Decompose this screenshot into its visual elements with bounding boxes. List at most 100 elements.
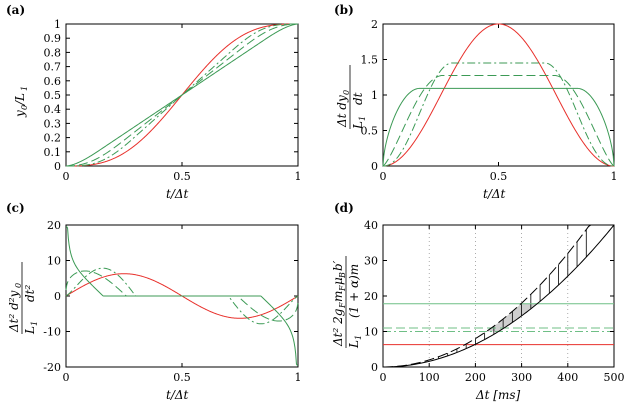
series-line-0 bbox=[382, 23, 615, 167]
x-tick-label: 400 bbox=[557, 371, 578, 384]
x-tick-label: 0.5 bbox=[173, 371, 191, 384]
lower-curve bbox=[382, 224, 615, 368]
svg-text:(1 + α)m: (1 + α)m bbox=[347, 264, 361, 318]
y-tick-label: 0 bbox=[54, 160, 61, 173]
panel-a-ylabel: y0/L 1 bbox=[13, 86, 29, 118]
x-tick-label: 0.5 bbox=[490, 170, 508, 183]
panel-c-xlabel: t/Δt bbox=[166, 388, 189, 402]
svg-text:1: 1 bbox=[20, 86, 29, 91]
svg-text:0: 0 bbox=[14, 283, 23, 288]
panel-a-letter: (a) bbox=[6, 3, 25, 17]
shaded-band bbox=[486, 303, 537, 332]
panel-c-ylabel: Δt² d²y 0 L1 dt² bbox=[7, 262, 39, 335]
panel-d-ticks: 0 100 200 300 400 500 0 10 20 30 40 bbox=[364, 219, 624, 384]
svg-text:/L: /L bbox=[13, 93, 27, 106]
series-line-3 bbox=[66, 23, 298, 167]
x-tick-label: 1 bbox=[611, 170, 618, 183]
series-line-2 bbox=[382, 74, 615, 167]
x-tick-label: 0 bbox=[380, 371, 387, 384]
panel-d-frame bbox=[382, 224, 615, 368]
panel-b-ticks: 0 0.5 1 0 0.5 1 1.5 2 bbox=[361, 18, 618, 183]
y-tick-label: 0.6 bbox=[44, 75, 62, 88]
x-tick-label: 0 bbox=[63, 371, 70, 384]
x-tick-label: 0 bbox=[63, 170, 70, 183]
svg-text:Δt² d²y: Δt² d²y bbox=[7, 290, 21, 333]
y-tick-label: -10 bbox=[43, 326, 61, 339]
y-tick-label: 20 bbox=[47, 219, 61, 232]
upper-curve bbox=[382, 224, 592, 368]
panel-d-hatch bbox=[438, 229, 587, 359]
svg-text:L: L bbox=[351, 121, 365, 130]
svg-text:1: 1 bbox=[30, 321, 39, 326]
panel-b-xlabel: t/Δt bbox=[483, 187, 506, 201]
series-line-1 bbox=[382, 87, 615, 167]
x-tick-label: 1 bbox=[295, 170, 302, 183]
svg-text:Δt² 2g: Δt² 2g bbox=[331, 308, 345, 347]
svg-text:m: m bbox=[331, 291, 345, 302]
series-line-2 bbox=[65, 270, 299, 322]
y-tick-label: 0.8 bbox=[44, 46, 62, 59]
x-tick-label: 0 bbox=[380, 170, 387, 183]
y-tick-label: 0.9 bbox=[44, 32, 62, 45]
svg-text:0: 0 bbox=[20, 105, 29, 110]
svg-text:dt²: dt² bbox=[23, 284, 37, 302]
y-tick-label: 0 bbox=[371, 361, 378, 374]
panel-c-ticks: 0 0.5 1 -20 -10 0 10 20 bbox=[43, 219, 301, 384]
y-tick-label: 0.4 bbox=[44, 103, 62, 116]
svg-text:1: 1 bbox=[354, 335, 363, 340]
y-tick-label: 0.5 bbox=[44, 89, 62, 102]
x-tick-label: 0.5 bbox=[173, 170, 191, 183]
series-line-3 bbox=[65, 267, 299, 325]
panel-a-xlabel: t/Δt bbox=[166, 187, 189, 201]
panel-b-frame bbox=[382, 23, 615, 167]
svg-text:F: F bbox=[338, 285, 347, 292]
y-tick-label: 1 bbox=[54, 18, 61, 31]
y-tick-label: 0 bbox=[371, 160, 378, 173]
panel-d-series bbox=[382, 224, 615, 368]
panel-c-letter: (c) bbox=[6, 201, 25, 215]
x-tick-label: 1 bbox=[295, 371, 302, 384]
series-line-3 bbox=[382, 62, 615, 167]
x-tick-label: 500 bbox=[604, 371, 624, 384]
y-tick-label: 0.7 bbox=[44, 61, 62, 74]
panel-d-xlabel: Δt [ms] bbox=[475, 388, 521, 402]
panel-b-ylabel: Δt dy0 L1 dt bbox=[335, 65, 367, 130]
panel-a: (a) 0 0.5 100.10.20.30.40.50.60.70.80.91 t… bbox=[6, 3, 302, 201]
panel-c-series bbox=[65, 226, 299, 366]
y-tick-label: 10 bbox=[47, 255, 61, 268]
svg-text:Δt dy: Δt dy bbox=[335, 95, 349, 128]
svg-text:F: F bbox=[338, 302, 347, 309]
panel-d-shaded-region bbox=[486, 303, 537, 332]
y-tick-label: 1 bbox=[371, 89, 378, 102]
y-tick-label: 2 bbox=[371, 18, 378, 31]
svg-text:t/Δt: t/Δt bbox=[166, 388, 189, 402]
panel-a-ticks: 0 0.5 100.10.20.30.40.50.60.70.80.91 bbox=[44, 18, 302, 183]
svg-text:y: y bbox=[13, 110, 27, 118]
svg-text:t/Δt: t/Δt bbox=[483, 187, 506, 201]
svg-text:L: L bbox=[347, 340, 361, 349]
y-tick-label: 0 bbox=[54, 290, 61, 303]
y-tick-label: 0.1 bbox=[44, 146, 62, 159]
panel-a-series bbox=[65, 23, 299, 167]
x-tick-label: 300 bbox=[511, 371, 532, 384]
panel-b-letter: (b) bbox=[334, 3, 354, 17]
y-tick-label: -20 bbox=[43, 361, 61, 374]
svg-text:1: 1 bbox=[358, 116, 367, 121]
y-tick-label: 0.2 bbox=[44, 132, 62, 145]
y-tick-label: 40 bbox=[364, 219, 378, 232]
panel-d-letter: (d) bbox=[334, 201, 354, 215]
svg-text:Δt [ms]: Δt [ms] bbox=[475, 388, 521, 402]
y-tick-label: 30 bbox=[364, 255, 378, 268]
y-tick-label: 1.5 bbox=[361, 54, 379, 67]
svg-text:μ: μ bbox=[331, 277, 345, 285]
svg-text:B: B bbox=[338, 272, 347, 279]
x-tick-label: 100 bbox=[419, 371, 440, 384]
svg-text:L: L bbox=[23, 326, 37, 335]
panel-d: (d) 0 100 200 300 400 500 0 10 20 30 40 Δt [ms] Δt… bbox=[331, 201, 624, 402]
y-tick-label: 0.5 bbox=[361, 125, 379, 138]
y-tick-label: 20 bbox=[364, 290, 378, 303]
